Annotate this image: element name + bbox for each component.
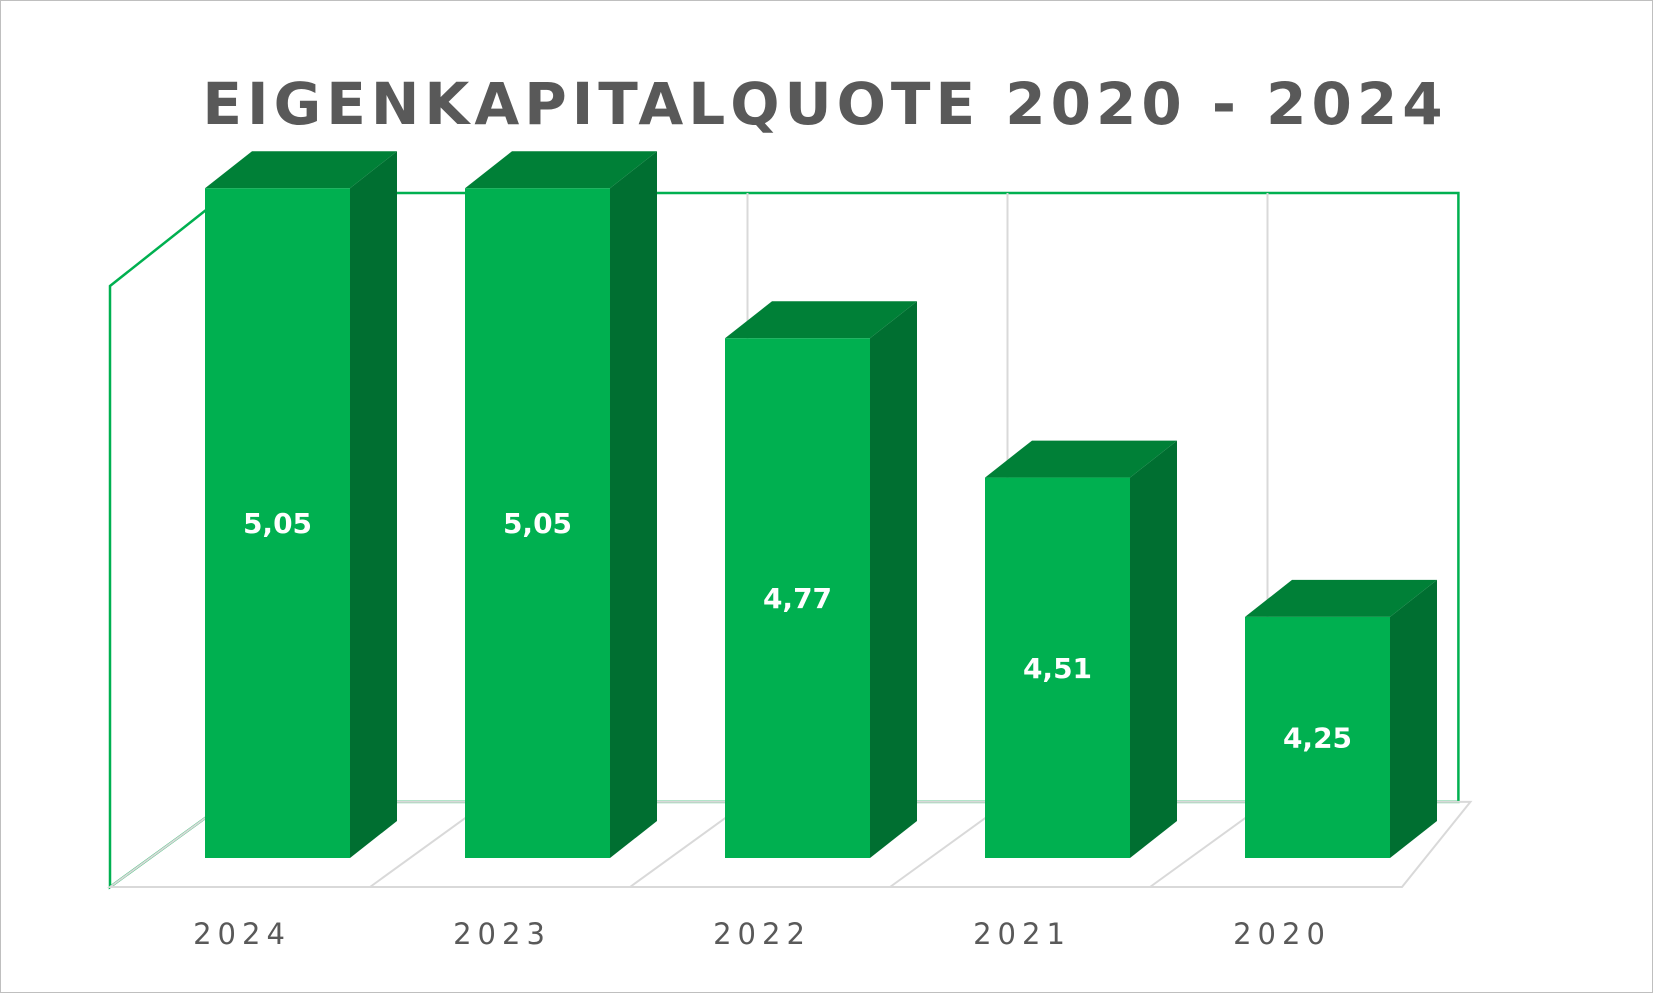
bar-top: [1245, 579, 1437, 617]
bar-top: [985, 440, 1177, 478]
bar-side: [1390, 579, 1437, 858]
x-tick-label: 2020: [1233, 917, 1331, 951]
bar-front: [465, 188, 610, 858]
data-label: 4,25: [1283, 721, 1352, 754]
bar-front: [205, 188, 350, 858]
category-axis: 2024 2023 2022 2021 2020: [193, 917, 1331, 951]
bar-top: [465, 151, 657, 189]
x-tick-label: 2021: [973, 917, 1071, 951]
bars-layer: 5,05 5,05 4,77 4,51 4,25: [205, 151, 1437, 858]
bar-2022: 4,77: [725, 301, 917, 858]
bar-side: [610, 151, 657, 858]
x-tick-label: 2024: [193, 917, 291, 951]
bar-side: [1130, 440, 1177, 858]
bar-front: [725, 338, 870, 858]
bar-front: [1245, 616, 1390, 858]
bar-2020: 4,25: [1245, 579, 1437, 858]
bar-top: [205, 151, 397, 189]
x-tick-label: 2023: [453, 917, 551, 951]
bar-2024: 5,05: [205, 151, 397, 858]
bar-top: [725, 301, 917, 339]
x-tick-label: 2022: [713, 917, 811, 951]
chart-title: EIGENKAPITALQUOTE 2020 - 2024: [202, 70, 1448, 138]
bar-side: [350, 151, 397, 858]
data-label: 4,77: [763, 582, 832, 615]
bar-2023: 5,05: [465, 151, 657, 858]
chart-floor: [106, 800, 1473, 888]
bar-front: [985, 477, 1130, 858]
bar-2021: 4,51: [985, 440, 1177, 858]
data-label: 4,51: [1023, 652, 1092, 685]
data-label: 5,05: [503, 507, 572, 540]
data-label: 5,05: [243, 507, 312, 540]
bar-side: [870, 301, 917, 858]
